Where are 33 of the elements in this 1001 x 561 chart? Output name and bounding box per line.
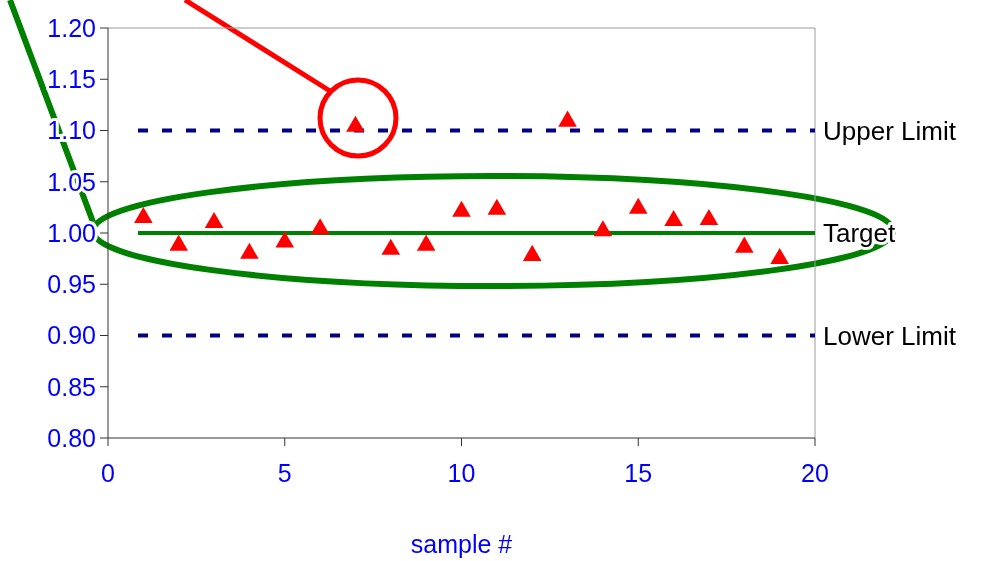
point xyxy=(770,247,789,264)
point xyxy=(699,208,719,226)
point xyxy=(310,218,330,235)
point xyxy=(416,234,436,251)
y-tick-label: 0.90 xyxy=(47,321,96,350)
point xyxy=(240,242,259,259)
x-tick-label: 20 xyxy=(801,459,829,487)
point xyxy=(734,236,754,253)
point xyxy=(346,115,365,132)
point xyxy=(558,110,577,127)
point xyxy=(522,244,542,261)
y-tick-label: 1.15 xyxy=(47,65,96,93)
x-tick-label: 10 xyxy=(447,459,476,487)
point xyxy=(452,200,471,217)
y-tick-label: 1.20 xyxy=(47,13,96,42)
point xyxy=(664,209,683,227)
x-tick-label: 0 xyxy=(101,459,115,487)
y-tick-label: 0.95 xyxy=(47,270,96,298)
point xyxy=(134,206,153,223)
point xyxy=(204,212,224,229)
point xyxy=(628,197,648,214)
point xyxy=(275,231,295,248)
point xyxy=(381,238,401,255)
point xyxy=(593,220,613,237)
ref-line-label: Lower Limit xyxy=(823,320,957,351)
x-tick-label: 15 xyxy=(624,459,653,487)
x-axis-title: sample # xyxy=(410,530,513,558)
point xyxy=(169,234,189,251)
ref-line-label: Upper Limit xyxy=(823,115,957,146)
point xyxy=(487,198,507,215)
y-tick-label: 0.85 xyxy=(47,372,96,401)
x-tick-label: 5 xyxy=(277,459,292,487)
y-tick-label: 0.80 xyxy=(47,423,96,452)
